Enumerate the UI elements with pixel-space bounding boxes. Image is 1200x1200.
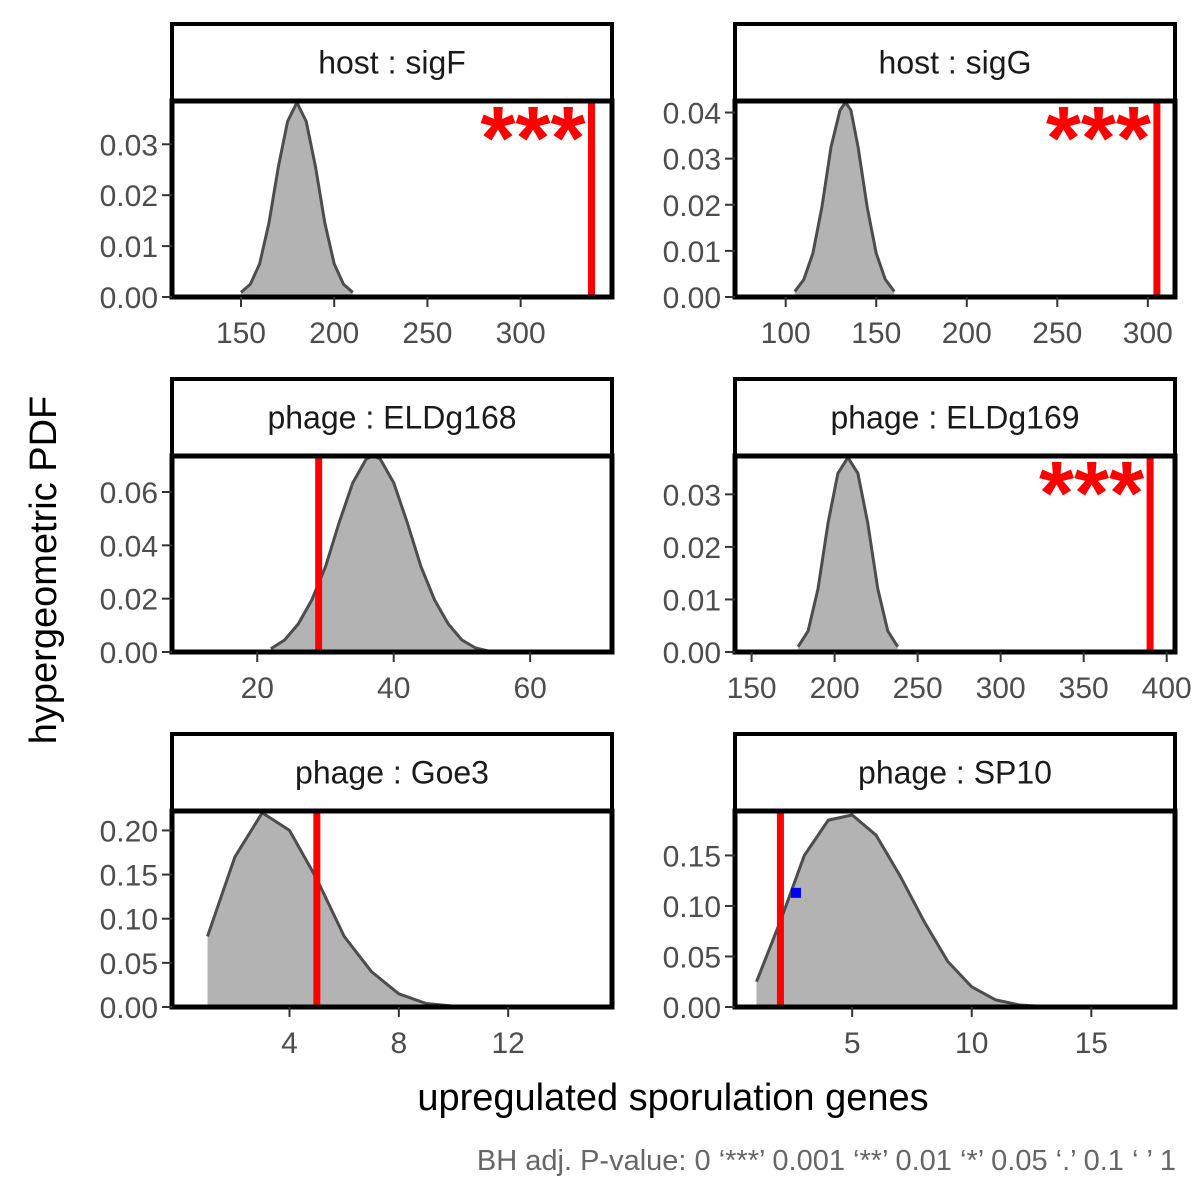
panels: host : sigF *** 0.00 0.01 0.02 0.03 150 200 250 3… bbox=[100, 22, 1192, 1060]
facet-panel: host : sigF *** 0.00 0.01 0.02 0.03 150 200 250 3… bbox=[100, 22, 615, 350]
facet-strip-label: host : sigG bbox=[879, 45, 1032, 81]
x-tick-label: 20 bbox=[241, 672, 274, 705]
x-tick-label: 12 bbox=[491, 1027, 524, 1060]
y-tick-label: 0.04 bbox=[100, 530, 158, 563]
x-axis-title: upregulated sporulation genes bbox=[417, 1077, 928, 1119]
facet-strip-label: phage : SP10 bbox=[858, 755, 1052, 791]
y-tick-label: 0.15 bbox=[663, 840, 721, 873]
facet-strip bbox=[170, 22, 614, 103]
x-tick-label: 250 bbox=[402, 317, 452, 350]
x-tick-label: 4 bbox=[281, 1027, 298, 1060]
density-area bbox=[798, 457, 898, 652]
density-area bbox=[241, 102, 353, 297]
y-axis-title: hypergeometric PDF bbox=[23, 396, 65, 744]
y-tick-label: 0.10 bbox=[663, 891, 721, 924]
y-tick-label: 0.03 bbox=[663, 479, 721, 512]
x-tick-label: 40 bbox=[377, 672, 410, 705]
facet-strip-label: host : sigF bbox=[318, 45, 466, 81]
x-tick-label: 200 bbox=[810, 672, 860, 705]
x-tick-label: 300 bbox=[496, 317, 546, 350]
density-area bbox=[794, 102, 895, 297]
facet-strip-label: phage : Goe3 bbox=[295, 755, 489, 791]
y-tick-label: 0.02 bbox=[663, 532, 721, 565]
x-tick-label: 10 bbox=[955, 1027, 988, 1060]
y-tick-label: 0.03 bbox=[100, 129, 158, 162]
y-tick-label: 0.05 bbox=[100, 948, 158, 981]
y-tick-label: 0.00 bbox=[663, 282, 721, 315]
density-line bbox=[206, 811, 481, 1007]
data-point bbox=[790, 887, 801, 898]
facet-strip bbox=[733, 732, 1177, 813]
x-tick-label: 250 bbox=[893, 672, 943, 705]
facet-panel: phage : ELDg168 0.00 0.02 0.04 0.06 20 40 60 bbox=[100, 377, 615, 705]
facet-panel: phage : ELDg169 *** 0.00 0.01 0.02 0.03 150 200… bbox=[663, 377, 1192, 705]
y-tick-label: 0.02 bbox=[663, 190, 721, 223]
x-tick-label: 250 bbox=[1032, 317, 1082, 350]
y-tick-label: 0.00 bbox=[100, 282, 158, 315]
density-area bbox=[207, 812, 481, 1007]
x-tick-label: 15 bbox=[1075, 1027, 1108, 1060]
x-tick-label: 5 bbox=[844, 1027, 861, 1060]
density-area bbox=[270, 456, 490, 652]
y-tick-label: 0.01 bbox=[663, 584, 721, 617]
panel-border bbox=[732, 98, 1178, 300]
panel-border bbox=[169, 453, 615, 655]
facet-strip bbox=[733, 22, 1177, 103]
p-value-caption: BH adj. P-value: 0 ‘***’ 0.001 ‘**’ 0.01… bbox=[477, 1145, 1176, 1177]
y-tick-label: 0.00 bbox=[100, 992, 158, 1025]
y-tick-label: 0.10 bbox=[100, 904, 158, 937]
facet-strip bbox=[170, 732, 614, 813]
y-tick-label: 0.04 bbox=[663, 98, 721, 131]
facet-panel: phage : SP10 0.00 0.05 0.10 0.15 5 10 15 bbox=[663, 732, 1178, 1060]
y-tick-label: 0.06 bbox=[100, 477, 158, 510]
x-tick-label: 350 bbox=[1059, 672, 1109, 705]
y-tick-label: 0.00 bbox=[663, 992, 721, 1025]
facet-panel: phage : Goe3 0.00 0.05 0.10 0.15 0.20 4 8 12 bbox=[100, 732, 615, 1060]
x-tick-label: 150 bbox=[851, 317, 901, 350]
significance-stars: *** bbox=[1046, 89, 1151, 189]
significance-stars: *** bbox=[1039, 444, 1144, 544]
y-tick-label: 0.02 bbox=[100, 584, 158, 617]
x-tick-label: 100 bbox=[761, 317, 811, 350]
y-tick-label: 0.00 bbox=[100, 637, 158, 670]
y-tick-label: 0.02 bbox=[100, 180, 158, 213]
x-tick-label: 200 bbox=[309, 317, 359, 350]
x-tick-label: 300 bbox=[976, 672, 1026, 705]
x-tick-label: 400 bbox=[1142, 672, 1192, 705]
y-tick-label: 0.01 bbox=[663, 236, 721, 269]
x-tick-label: 60 bbox=[513, 672, 546, 705]
panel-border bbox=[169, 98, 615, 300]
y-tick-label: 0.00 bbox=[663, 637, 721, 670]
y-tick-label: 0.03 bbox=[663, 144, 721, 177]
facet-strip bbox=[170, 377, 614, 458]
panel-border bbox=[732, 453, 1178, 655]
panel-border bbox=[732, 808, 1178, 1010]
facet-strip-label: phage : ELDg168 bbox=[267, 400, 516, 436]
x-tick-label: 300 bbox=[1123, 317, 1173, 350]
x-tick-label: 150 bbox=[727, 672, 777, 705]
y-tick-label: 0.01 bbox=[100, 231, 158, 264]
x-tick-label: 200 bbox=[942, 317, 992, 350]
significance-stars: *** bbox=[480, 89, 585, 189]
x-tick-label: 150 bbox=[216, 317, 266, 350]
y-tick-label: 0.15 bbox=[100, 860, 158, 893]
panel-border bbox=[169, 808, 615, 1010]
facet-strip-label: phage : ELDg169 bbox=[830, 400, 1079, 436]
facet-panel: host : sigG *** 0.00 0.01 0.02 0.03 0.04 100 150… bbox=[663, 22, 1178, 350]
x-tick-label: 8 bbox=[390, 1027, 407, 1060]
facet-strip bbox=[733, 377, 1177, 458]
y-tick-label: 0.05 bbox=[663, 941, 721, 974]
y-tick-label: 0.20 bbox=[100, 815, 158, 848]
density-area bbox=[756, 815, 1044, 1007]
density-line bbox=[755, 813, 1044, 1007]
